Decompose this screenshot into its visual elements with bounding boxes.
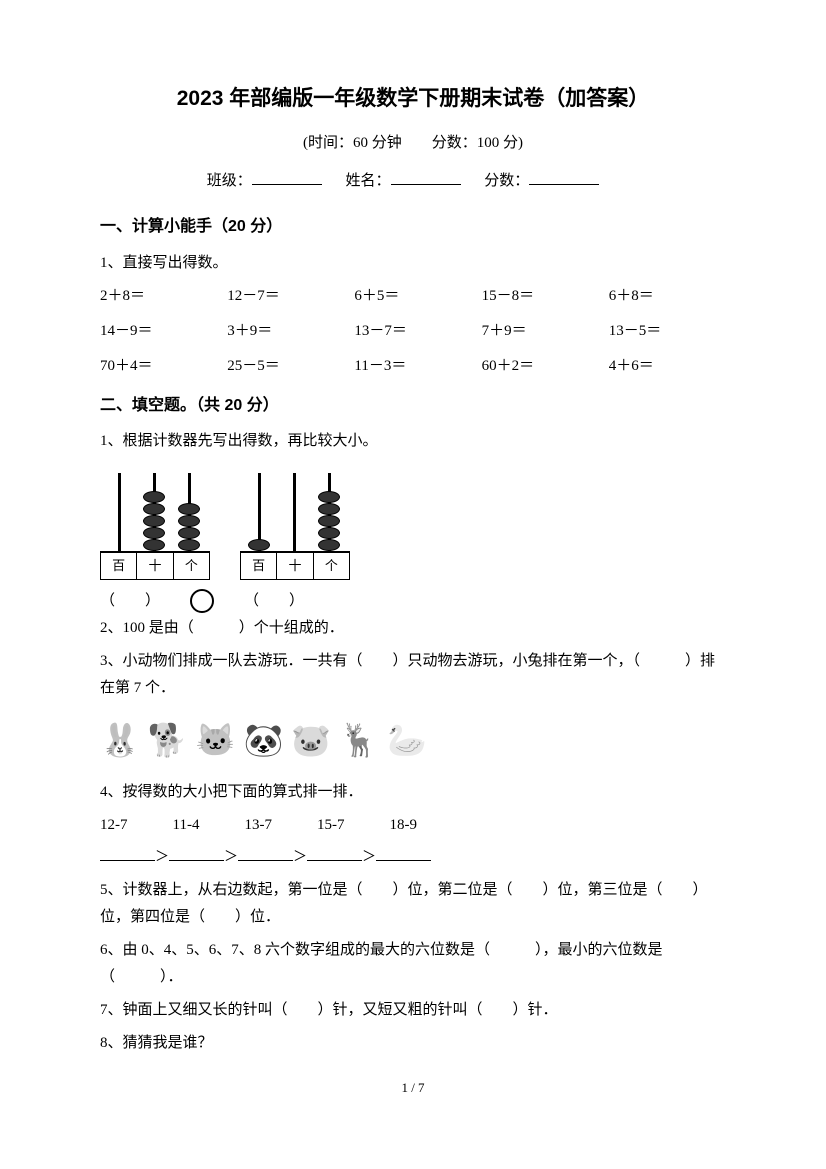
q2-6: 6、由 0、4、5、6、7、8 六个数字组成的最大的六位数是（ ），最小的六位数… [100, 937, 726, 991]
q2-5: 5、计数器上，从右边数起，第一位是（ ）位，第二位是（ ）位，第三位是（ ）位，… [100, 877, 726, 931]
q2-3: 3、小动物们排成一队去游玩．一共有（ ）只动物去游玩，小兔排在第一个，（ ）排在… [100, 648, 726, 702]
exam-subtitle: (时间：60 分钟 分数：100 分) [100, 130, 726, 157]
abacus-row: 百 十 个 百 十 个 [100, 463, 726, 579]
name-blank[interactable] [391, 167, 461, 185]
score-blank[interactable] [529, 167, 599, 185]
q1-1-label: 1、直接写出得数。 [100, 250, 726, 277]
animal-icon: 🐕 [148, 712, 188, 770]
abacus-label-ge: 个 [174, 553, 209, 578]
q2-4: 4、按得数的大小把下面的算式排一排． [100, 779, 726, 806]
order-blank[interactable] [238, 847, 293, 861]
abacus-label-ge: 个 [314, 553, 349, 578]
animal-icon: 🐼 [244, 712, 284, 770]
ordering-chain: ＞＞＞＞ [100, 845, 726, 870]
order-blank[interactable] [169, 847, 224, 861]
abacus-label-bai: 百 [241, 553, 277, 578]
animal-icon: 🐰 [100, 712, 140, 770]
animal-icon: 🐷 [291, 712, 331, 770]
calc-item: 4＋6＝ [609, 353, 726, 380]
name-label: 姓名： [345, 173, 390, 189]
student-info-line: 班级： 姓名： 分数： [100, 167, 726, 195]
calc-item: 12－7＝ [227, 283, 344, 310]
class-label: 班级： [207, 173, 252, 189]
class-blank[interactable] [252, 167, 322, 185]
calc-item: 11－3＝ [354, 353, 471, 380]
calc-item: 25－5＝ [227, 353, 344, 380]
abacus-1: 百 十 个 [100, 463, 210, 579]
compare-circle[interactable] [190, 589, 214, 613]
expr-item: 18-9 [389, 812, 417, 839]
abacus-label-shi: 十 [277, 553, 313, 578]
calc-item: 3＋9＝ [227, 318, 344, 345]
order-blank[interactable] [307, 847, 362, 861]
abacus-2: 百 十 个 [240, 463, 350, 579]
animals-row: 🐰 🐕 🐱 🐼 🐷 🦌 🦢 [100, 712, 726, 770]
animal-icon: 🐱 [196, 712, 236, 770]
order-blank[interactable] [100, 847, 155, 861]
order-blank[interactable] [376, 847, 431, 861]
compare-right: （ ） [244, 588, 304, 615]
expr-item: 15-7 [317, 812, 345, 839]
compare-row: （ ） （ ） [100, 588, 726, 615]
animal-icon: 🦢 [387, 712, 427, 770]
animal-icon: 🦌 [339, 712, 379, 770]
expression-row: 12-7 11-4 13-7 15-7 18-9 [100, 812, 726, 839]
expr-item: 12-7 [100, 812, 128, 839]
calculation-grid: 2＋8＝ 12－7＝ 6＋5＝ 15－8＝ 6＋8＝ 14－9＝ 3＋9＝ 13… [100, 283, 726, 380]
q2-7: 7、钟面上又细又长的针叫（ ）针，又短又粗的针叫（ ）针． [100, 997, 726, 1024]
calc-item: 7＋9＝ [482, 318, 599, 345]
abacus-label-bai: 百 [101, 553, 137, 578]
page-number: 1 / 7 [100, 1076, 726, 1099]
calc-item: 6＋5＝ [354, 283, 471, 310]
calc-item: 15－8＝ [482, 283, 599, 310]
section-2-title: 二、填空题。（共 20 分） [100, 392, 726, 421]
calc-item: 60＋2＝ [482, 353, 599, 380]
calc-item: 6＋8＝ [609, 283, 726, 310]
calc-item: 13－5＝ [609, 318, 726, 345]
calc-item: 14－9＝ [100, 318, 217, 345]
q2-2: 2、100 是由（ ）个十组成的． [100, 615, 726, 642]
expr-item: 11-4 [173, 812, 200, 839]
q2-8: 8、猜猜我是谁？ [100, 1030, 726, 1057]
section-1-title: 一、计算小能手（20 分） [100, 213, 726, 242]
calc-item: 2＋8＝ [100, 283, 217, 310]
abacus-label-shi: 十 [137, 553, 173, 578]
expr-item: 13-7 [244, 812, 272, 839]
score-label: 分数： [484, 173, 529, 189]
compare-left: （ ） [100, 588, 160, 615]
q2-1: 1、根据计数器先写出得数，再比较大小。 [100, 428, 726, 455]
exam-title: 2023 年部编版一年级数学下册期末试卷（加答案） [100, 80, 726, 118]
calc-item: 13－7＝ [354, 318, 471, 345]
calc-item: 70＋4＝ [100, 353, 217, 380]
